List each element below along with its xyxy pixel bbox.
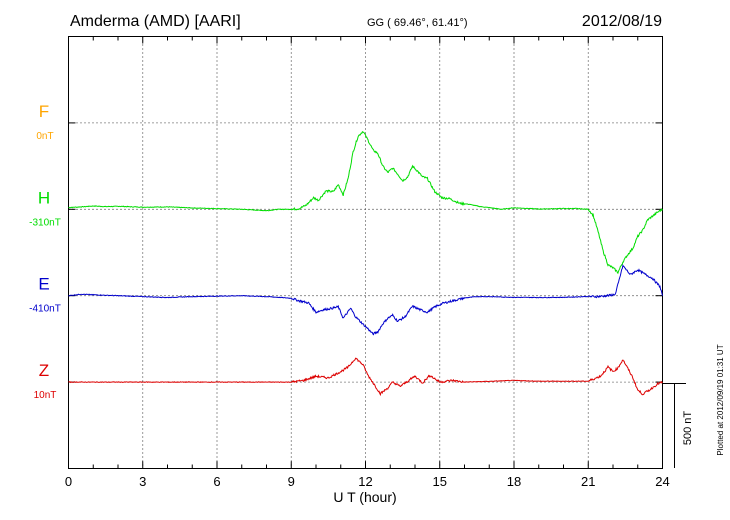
- series-line-E: [68, 264, 663, 336]
- scale-bar: 500 nT: [662, 383, 694, 468]
- series-baseline-H: -310nT: [29, 217, 61, 228]
- x-tick-label: 21: [581, 474, 595, 489]
- station-coords: GG ( 69.46°, 61.41°): [367, 17, 468, 29]
- series-name-H: H: [38, 188, 50, 207]
- plot-frame: [68, 36, 663, 469]
- x-tick-label: 6: [213, 474, 220, 489]
- x-tick-label: 12: [358, 474, 372, 489]
- series-labels: F 0nT H -310nT E -410nT Z 10nT: [29, 102, 61, 401]
- x-tick-label: 3: [139, 474, 146, 489]
- x-tick-label: 0: [65, 474, 72, 489]
- x-axis-ticks: 0 3 6 9 12 15 18 21 24: [65, 474, 670, 489]
- series-name-F: F: [39, 102, 49, 121]
- series-lines: [68, 131, 663, 397]
- scale-bar-label: 500 nT: [682, 411, 694, 446]
- series-line-H: [68, 131, 663, 275]
- x-tick-label: 24: [655, 474, 669, 489]
- x-tick-label: 15: [433, 474, 447, 489]
- plotted-timestamp: Plotted at 2012/09/19 01:31 UT: [716, 344, 725, 455]
- station-title: Amderma (AMD) [AARI]: [70, 13, 241, 30]
- x-tick-label: 18: [507, 474, 521, 489]
- x-tick-label: 9: [288, 474, 295, 489]
- x-axis-label: U T (hour): [333, 489, 396, 505]
- series-baseline-F: 0nT: [36, 131, 53, 142]
- series-baseline-E: -410nT: [29, 304, 61, 315]
- chart-date: 2012/08/19: [582, 13, 662, 30]
- series-baseline-Z: 10nT: [34, 390, 57, 401]
- grid-lines: [68, 36, 663, 469]
- series-name-Z: Z: [39, 361, 49, 380]
- series-name-E: E: [38, 275, 49, 294]
- series-line-Z: [68, 357, 663, 397]
